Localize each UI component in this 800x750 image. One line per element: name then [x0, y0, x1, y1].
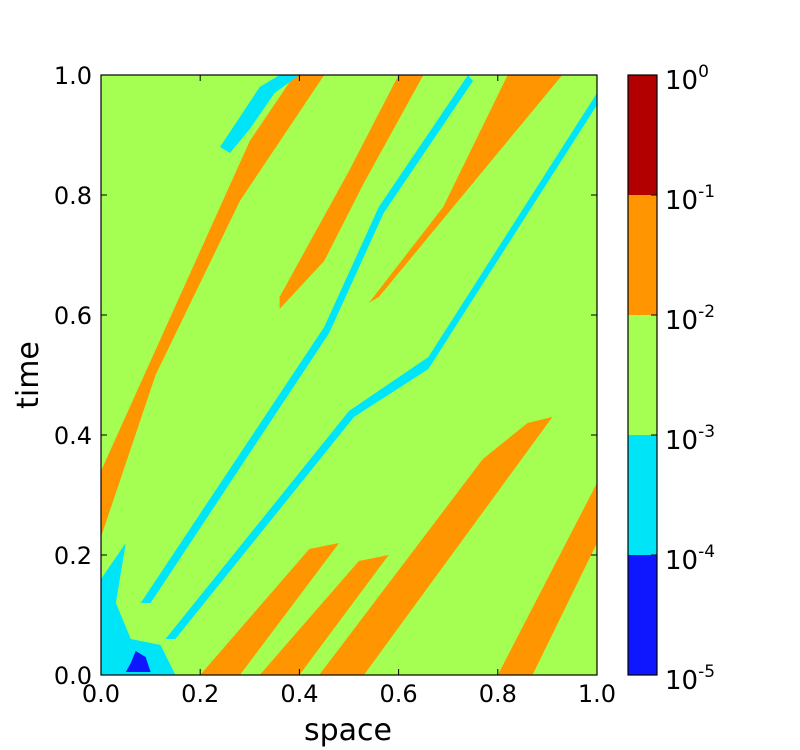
x-tick-label: 0.8	[479, 680, 517, 708]
x-tick-label: 0.2	[181, 680, 219, 708]
x-tick-label: 0.4	[280, 680, 318, 708]
colorbar-tick-label: 10-1	[665, 182, 715, 216]
x-axis-label: space	[304, 713, 392, 748]
y-axis-label: time	[11, 341, 46, 409]
colorbar-tick-label: 10-2	[665, 302, 715, 336]
y-tick-label: 0.4	[54, 422, 92, 450]
plot-frame	[100, 74, 598, 676]
contour-region-orange-band-right-top	[368, 75, 563, 303]
x-tick-label: 0.6	[380, 680, 418, 708]
y-tick-label: 0.6	[54, 302, 92, 330]
contour-region-cyan-top-left	[220, 75, 300, 153]
colorbar: 100 10-1 10-2 10-3 10-4 10-5	[627, 62, 715, 696]
colorbar-segment	[628, 315, 657, 435]
y-tick-label: 0.0	[54, 662, 92, 690]
colorbar-segment	[628, 555, 657, 675]
contour-region-cyan-streak-a	[140, 75, 473, 603]
plot-axes: 0.0 0.2 0.4 0.6 0.8 1.0 0.0 0.2 0.4 0.6 0.8 1.0	[54, 62, 616, 708]
colorbar-tick-label: 10-3	[665, 422, 715, 456]
contour-region-orange-band-mid-top	[279, 75, 424, 309]
y-tick-label: 1.0	[54, 62, 92, 90]
colorbar-tick-label: 10-4	[665, 542, 715, 576]
contour-region-cyan-bottom-left	[101, 543, 176, 675]
colorbar-tick-label: 100	[665, 62, 709, 96]
contour-region-orange-band-bottom-1	[200, 543, 340, 675]
y-tick-label: 0.8	[54, 182, 92, 210]
contour-region-orange-band-bottom-3	[319, 417, 553, 675]
x-tick-label: 0.0	[82, 680, 120, 708]
colorbar-tick-label: 10-5	[665, 662, 715, 696]
colorbar-segment	[628, 75, 657, 195]
contour-region-orange-band-bottom-2	[259, 555, 389, 675]
x-tick-label: 1.0	[578, 680, 616, 708]
contour-region-orange-band-bottom-right	[497, 483, 597, 675]
colorbar-segment	[628, 435, 657, 555]
colorbar-segment	[628, 195, 657, 315]
contour-region-blue-spot	[125, 651, 151, 672]
colorbar-frame	[627, 74, 658, 676]
contour-plot	[101, 75, 597, 675]
y-tick-label: 0.2	[54, 542, 92, 570]
